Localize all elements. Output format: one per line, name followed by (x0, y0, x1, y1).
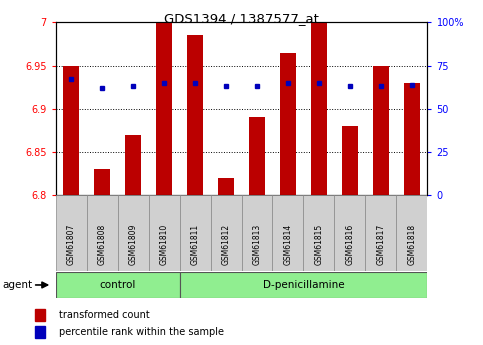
Bar (218, 178, 234, 195)
Bar (35, 309, 45, 321)
Bar (249, 117, 265, 195)
Text: GSM61808: GSM61808 (98, 224, 107, 265)
Bar (404, 83, 420, 195)
Text: GSM61818: GSM61818 (408, 224, 416, 265)
Bar (125, 135, 141, 195)
Bar (311, 22, 327, 195)
Bar (156, 22, 172, 195)
Bar (272, 195, 303, 271)
Text: GSM61817: GSM61817 (376, 224, 385, 265)
Text: GSM61815: GSM61815 (314, 224, 324, 265)
Bar (334, 195, 366, 271)
Text: percentile rank within the sample: percentile rank within the sample (59, 327, 224, 337)
Text: D-penicillamine: D-penicillamine (263, 280, 344, 290)
Bar (366, 195, 397, 271)
Text: GSM61807: GSM61807 (67, 223, 75, 265)
Bar (35, 326, 45, 338)
Bar (180, 272, 427, 298)
Text: GSM61812: GSM61812 (222, 224, 230, 265)
Text: transformed count: transformed count (59, 310, 150, 320)
Bar (342, 126, 358, 195)
Text: GSM61816: GSM61816 (345, 224, 355, 265)
Bar (280, 53, 296, 195)
Bar (56, 195, 86, 271)
Text: GSM61814: GSM61814 (284, 224, 293, 265)
Bar (303, 195, 334, 271)
Text: agent: agent (2, 280, 32, 290)
Text: control: control (99, 280, 136, 290)
Text: GSM61811: GSM61811 (190, 224, 199, 265)
Bar (149, 195, 180, 271)
Text: GDS1394 / 1387577_at: GDS1394 / 1387577_at (164, 12, 319, 25)
Bar (211, 195, 242, 271)
Text: GSM61809: GSM61809 (128, 223, 138, 265)
Bar (94, 169, 110, 195)
Bar (180, 195, 211, 271)
Bar (86, 195, 117, 271)
Bar (117, 195, 149, 271)
Bar (187, 36, 203, 195)
Bar (373, 66, 389, 195)
Bar (397, 195, 427, 271)
Bar (242, 195, 272, 271)
Bar (63, 66, 79, 195)
Text: GSM61810: GSM61810 (159, 224, 169, 265)
Text: GSM61813: GSM61813 (253, 224, 261, 265)
Bar (56, 272, 180, 298)
